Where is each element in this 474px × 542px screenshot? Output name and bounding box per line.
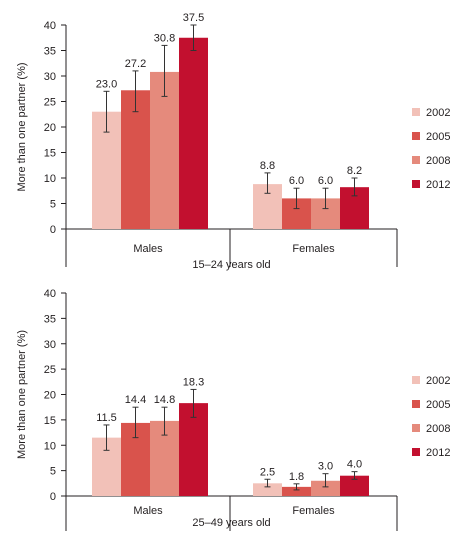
y-tick-label: 20	[44, 390, 56, 402]
bar-2005-males	[121, 90, 150, 229]
x-axis-title: 15–24 years old	[192, 259, 270, 271]
data-label: 8.8	[260, 160, 275, 172]
y-tick-label: 0	[50, 491, 56, 503]
legend-swatch-2008	[412, 156, 420, 164]
legend-label-2008: 2008	[426, 423, 450, 435]
y-tick-label: 25	[44, 97, 56, 109]
legend-swatch-2005	[412, 400, 420, 408]
legend-swatch-2012	[412, 448, 420, 456]
data-label: 18.3	[183, 376, 204, 388]
legend-swatch-2012	[412, 180, 420, 188]
data-label: 14.8	[154, 394, 175, 406]
bar-2008-females	[311, 480, 340, 496]
category-label: Males	[133, 505, 163, 517]
legend-label-2012: 2012	[426, 179, 450, 191]
bar-2002-females	[253, 483, 282, 496]
category-label: Females	[292, 505, 335, 517]
legend-swatch-2002	[412, 376, 420, 384]
legend-swatch-2002	[412, 108, 420, 116]
y-tick-label: 25	[44, 364, 56, 376]
data-label: 1.8	[289, 471, 304, 483]
data-label: 3.0	[318, 461, 333, 473]
bar-2012-males	[179, 37, 208, 229]
data-label: 6.0	[318, 175, 333, 187]
y-tick-label: 30	[44, 71, 56, 83]
data-label: 4.0	[347, 459, 362, 471]
legend-swatch-2005	[412, 132, 420, 140]
y-tick-label: 15	[44, 415, 56, 427]
category-label: Males	[133, 243, 163, 255]
data-label: 8.2	[347, 165, 362, 177]
y-tick-label: 20	[44, 122, 56, 134]
y-tick-label: 10	[44, 440, 56, 452]
data-label: 6.0	[289, 175, 304, 187]
legend-swatch-2008	[412, 424, 420, 432]
chart-panel-1: 0 5 10 15 20 25 30 35 40 More than one partner (%…	[16, 12, 450, 271]
legend-label-2002: 2002	[426, 375, 450, 387]
y-axis-title: More than one partner (%)	[16, 62, 28, 191]
y-tick-label: 35	[44, 313, 56, 325]
y-tick-label: 10	[44, 173, 56, 185]
bar-2012-males	[179, 403, 208, 496]
y-tick-label: 40	[44, 20, 56, 32]
bar-2012-females	[340, 475, 369, 496]
y-tick-label: 5	[50, 466, 56, 478]
category-label: Females	[292, 243, 335, 255]
y-tick-label: 0	[50, 224, 56, 236]
legend-label-2008: 2008	[426, 155, 450, 167]
y-axis-title: More than one partner (%)	[16, 330, 28, 459]
y-tick-label: 40	[44, 288, 56, 300]
data-label: 2.5	[260, 466, 275, 478]
data-label: 27.2	[125, 58, 146, 70]
data-label: 11.5	[96, 412, 117, 424]
legend-label-2005: 2005	[426, 399, 450, 411]
chart-panel-2: 0 5 10 15 20 25 30 35 40 More than one partner (%…	[16, 288, 450, 531]
data-label: 37.5	[183, 12, 204, 24]
legend-label-2005: 2005	[426, 131, 450, 143]
y-tick-label: 5	[50, 199, 56, 211]
bar-2005-females	[282, 486, 311, 496]
data-label: 14.4	[125, 394, 146, 406]
legend-label-2002: 2002	[426, 107, 450, 119]
data-label: 23.0	[96, 78, 117, 90]
y-tick-label: 30	[44, 339, 56, 351]
x-axis-title: 25–49 years old	[192, 517, 270, 529]
bar-2008-males	[150, 71, 179, 229]
y-tick-label: 35	[44, 46, 56, 58]
data-label: 30.8	[154, 32, 175, 44]
y-tick-label: 15	[44, 148, 56, 160]
legend-label-2012: 2012	[426, 447, 450, 459]
